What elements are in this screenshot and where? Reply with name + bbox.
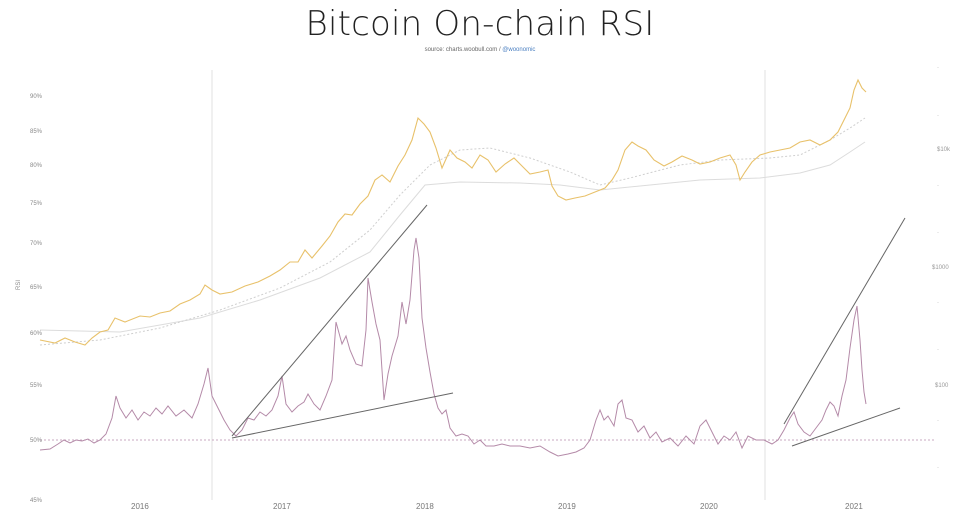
- y-tick: 45%: [30, 498, 43, 504]
- y-tick: 90%: [30, 94, 43, 100]
- y2-tick: $1000: [932, 265, 949, 271]
- y-tick: 80%: [30, 163, 43, 169]
- source-prefix: source: charts.woobull.com /: [424, 47, 503, 53]
- chart-title: Bitcoin On-chain RSI: [305, 4, 655, 44]
- trendline-2020-upper: [783, 217, 906, 425]
- chart-source: source: charts.woobull.com / @woonomic: [0, 47, 960, 53]
- y-tick: 65%: [30, 285, 43, 291]
- trendline-2017-upper: [231, 204, 428, 437]
- price-ma-slow-line: [39, 141, 866, 333]
- y-tick: 50%: [30, 438, 43, 444]
- y2-tick: $100: [935, 383, 949, 389]
- x-axis: 2016 2017 2018 2019 2020 2021: [131, 502, 863, 511]
- y-tick: 75%: [30, 201, 43, 207]
- minor-tick: ·: [937, 418, 939, 424]
- price-ma-fast-line: [39, 117, 866, 346]
- trendline-2020-lower: [791, 407, 901, 447]
- y-tick: 85%: [30, 129, 43, 135]
- y-axis-label: RSI: [16, 280, 22, 290]
- x-tick: 2016: [131, 502, 149, 511]
- minor-tick: ·: [937, 300, 939, 306]
- x-tick: 2017: [273, 502, 291, 511]
- minor-tick: ·: [937, 347, 939, 353]
- x-tick: 2020: [700, 502, 718, 511]
- minor-tick: ·: [937, 183, 939, 189]
- x-tick: 2021: [845, 502, 863, 511]
- minor-tick: ·: [937, 465, 939, 471]
- left-axis: 90% 85% 80% 75% 70% 65% 60% 55% 50% 45% …: [16, 94, 43, 504]
- btc-price-line: [39, 78, 867, 346]
- trendline-2017-lower: [231, 392, 454, 439]
- minor-tick: ·: [937, 230, 939, 236]
- right-axis: · · $10k · · $1000 · · $100 · ·: [932, 65, 951, 471]
- x-tick: 2019: [558, 502, 576, 511]
- source-handle[interactable]: @woonomic: [502, 47, 536, 53]
- y-tick: 55%: [30, 383, 43, 389]
- x-tick: 2018: [416, 502, 434, 511]
- y2-tick: $10k: [937, 147, 951, 153]
- minor-tick: ·: [937, 113, 939, 119]
- rsi-line: [39, 237, 867, 457]
- y-tick: 70%: [30, 241, 43, 247]
- y-tick: 60%: [30, 331, 43, 337]
- minor-tick: ·: [937, 65, 939, 71]
